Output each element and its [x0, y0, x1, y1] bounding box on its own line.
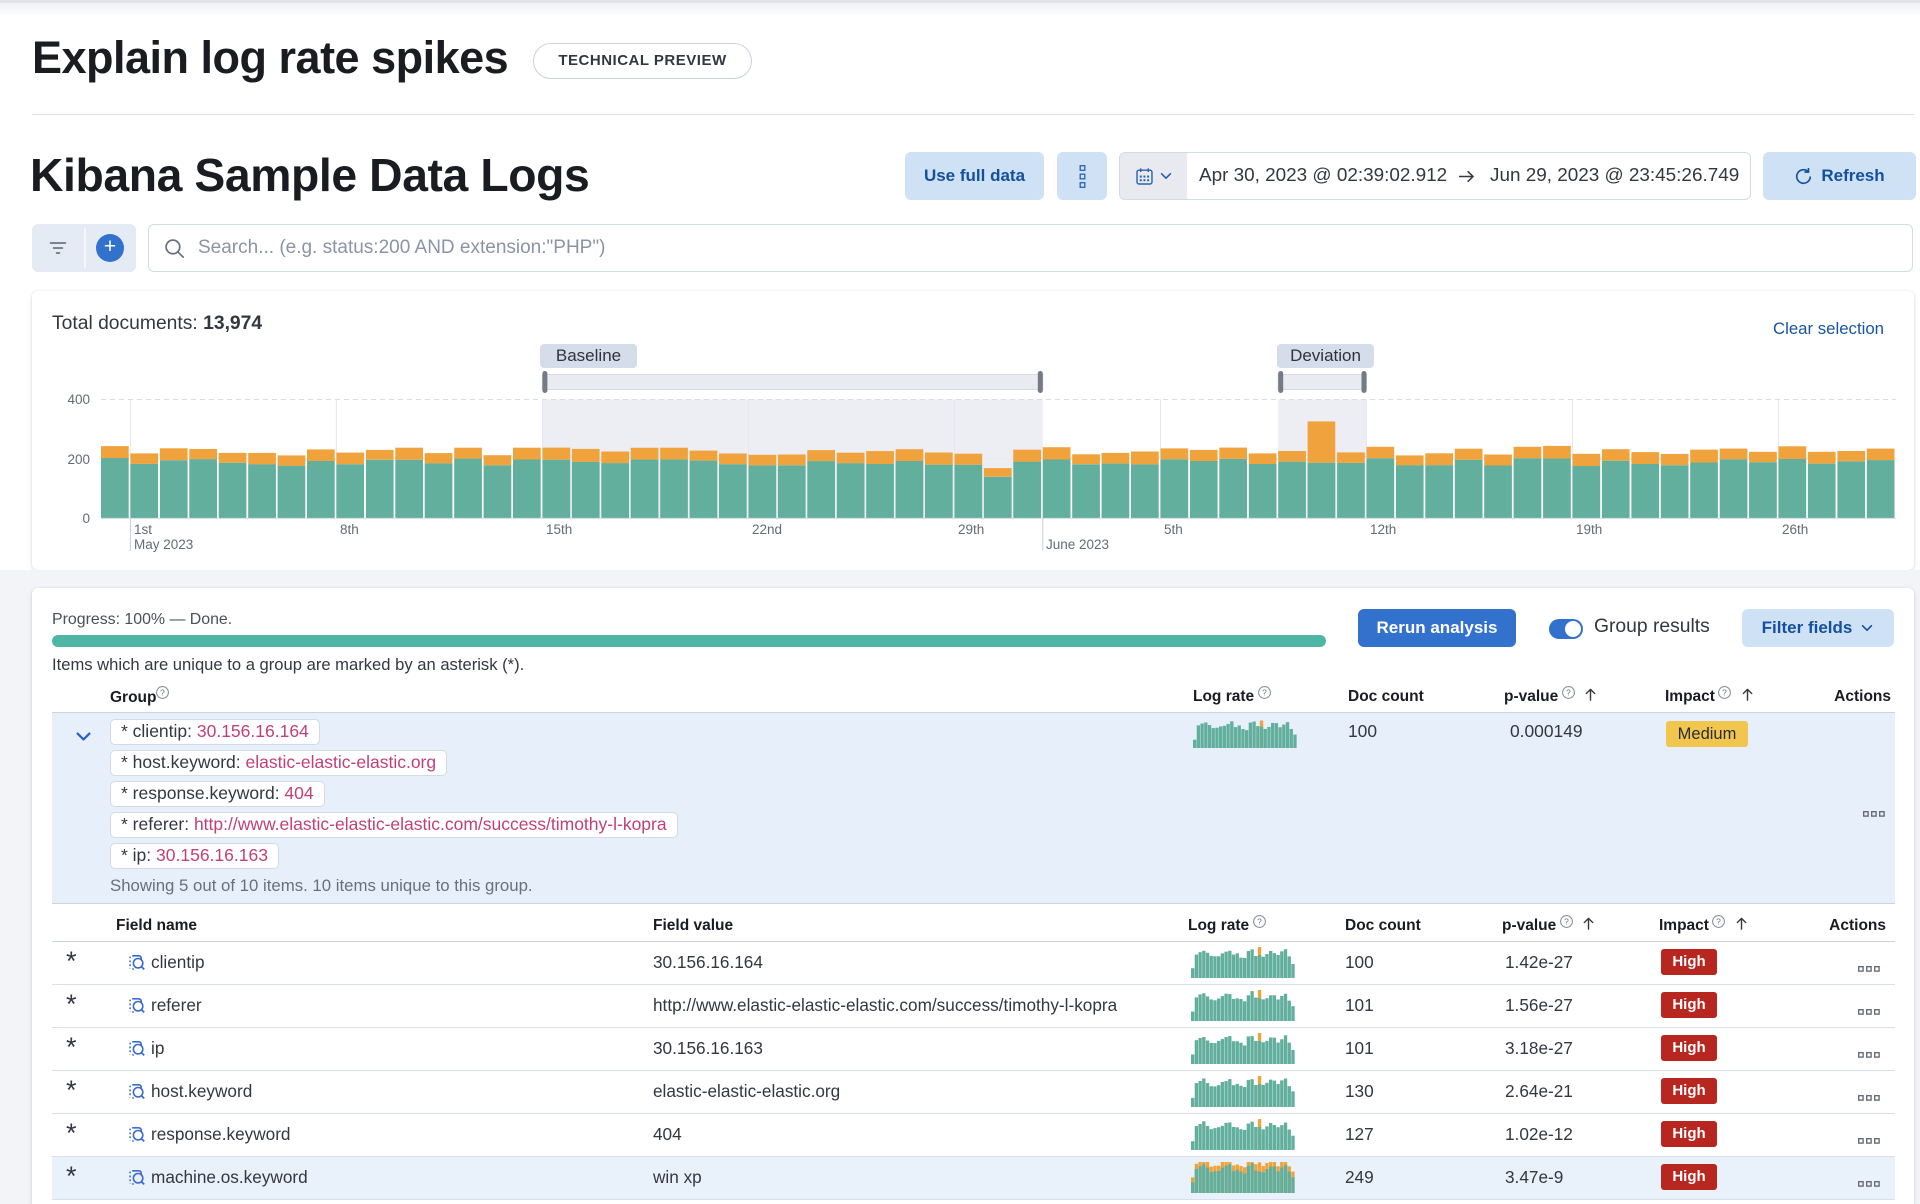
svg-text:?: ?: [1716, 916, 1721, 926]
svg-text:?: ?: [1566, 687, 1571, 697]
svg-text:?: ?: [1722, 687, 1727, 697]
svg-text:?: ?: [1262, 687, 1267, 697]
svg-text:?: ?: [160, 687, 165, 697]
svg-text:?: ?: [1564, 916, 1569, 926]
svg-text:?: ?: [1257, 916, 1262, 926]
